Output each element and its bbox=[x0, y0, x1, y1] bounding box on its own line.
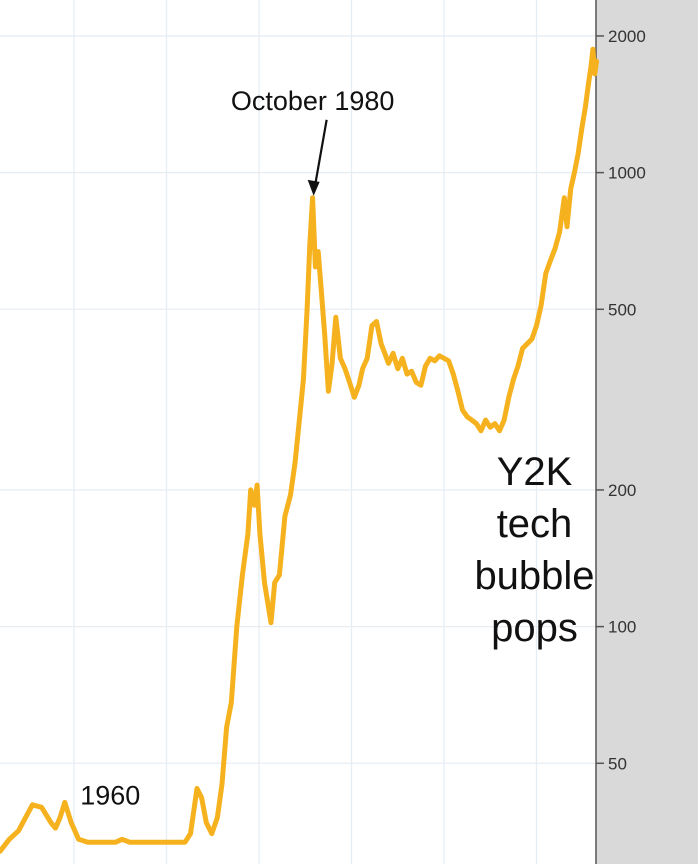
grid bbox=[0, 0, 596, 864]
y-tick-label: 100 bbox=[608, 618, 636, 637]
y-axis-ticks: 50 100 200 500 1000 2000 bbox=[596, 27, 646, 773]
annotation-y2k-line: tech bbox=[497, 502, 573, 546]
y-tick-label: 2000 bbox=[608, 27, 646, 46]
annotation-october-1980: October 1980 bbox=[231, 86, 395, 116]
y-tick-label: 200 bbox=[608, 481, 636, 500]
y-tick-label: 1000 bbox=[608, 164, 646, 183]
axis-panel bbox=[596, 0, 698, 864]
annotation-arrow-line bbox=[313, 119, 328, 189]
y-tick-label: 500 bbox=[608, 300, 636, 319]
annotation-1960: 1960 bbox=[80, 780, 140, 810]
series-line bbox=[0, 46, 600, 854]
annotation-y2k-line: Y2K bbox=[497, 450, 573, 494]
annotation-y2k-line: pops bbox=[491, 606, 578, 650]
y-tick-label: 50 bbox=[608, 754, 627, 773]
annotation-arrow-head bbox=[307, 179, 320, 196]
annotation-y2k: Y2K tech bubble pops bbox=[474, 450, 594, 650]
annotations: October 1980 1960 Y2K tech bubble pops bbox=[80, 86, 594, 811]
annotation-y2k-line: bubble bbox=[474, 554, 594, 598]
